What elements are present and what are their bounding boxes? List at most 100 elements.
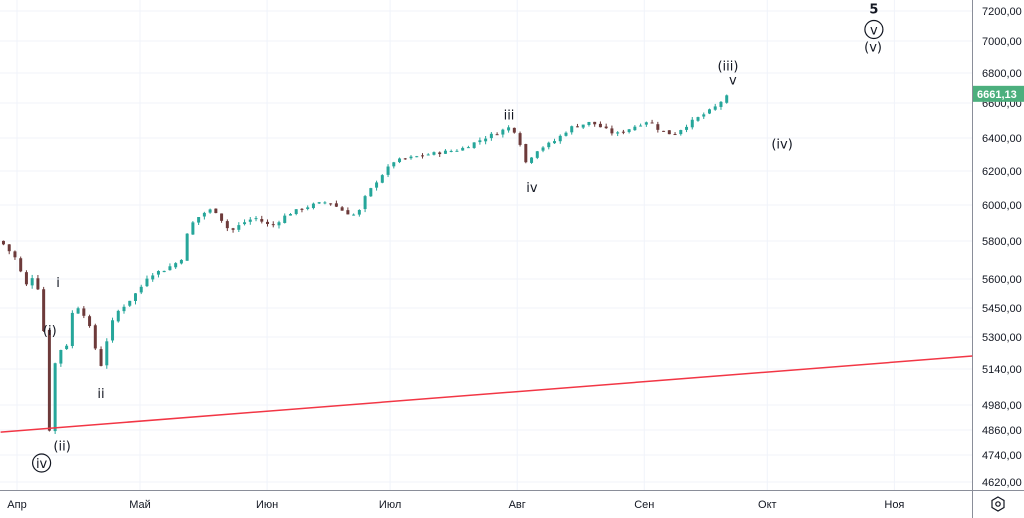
candle-body [685, 126, 689, 130]
price-tick-label: 6200,00 [982, 166, 1022, 178]
settings-button[interactable] [990, 496, 1006, 512]
candle-body [105, 341, 109, 366]
candle-body [311, 203, 315, 209]
candle-body [116, 310, 120, 322]
candle-body [409, 156, 413, 159]
candle-body [191, 222, 195, 235]
candle-body [707, 109, 711, 114]
candle-body [260, 219, 264, 222]
candle-body [426, 154, 430, 156]
time-tick-label: Июл [379, 499, 401, 511]
candle-body [128, 300, 132, 306]
candle-body [403, 158, 407, 160]
wave-label: i [56, 276, 60, 291]
candle-body [369, 188, 373, 197]
candle-body [122, 306, 126, 312]
candle-body [610, 128, 614, 134]
candle-body [179, 259, 183, 264]
candle-body [650, 122, 654, 124]
candle-body [225, 221, 229, 229]
candle-body [420, 155, 424, 157]
candle-body [248, 219, 252, 222]
candle-body [156, 271, 160, 275]
candle-body [461, 147, 465, 151]
candle-body [145, 278, 149, 287]
candle-body [443, 150, 447, 154]
candle-body [317, 202, 321, 204]
candle-body [616, 132, 620, 134]
price-tick-label: 5450,00 [982, 303, 1022, 315]
candle-body [220, 213, 224, 221]
candle-body [719, 101, 723, 107]
candle-body [1, 240, 5, 245]
candle-body [547, 142, 551, 148]
candle-body [30, 278, 34, 286]
price-tick-label: 5300,00 [982, 332, 1022, 344]
candle-body [472, 142, 476, 148]
candle-body [340, 207, 344, 211]
candle-body [644, 122, 648, 125]
candle-body [690, 119, 694, 128]
candle-body [202, 212, 206, 217]
candle-body [346, 210, 350, 215]
candle-body [484, 138, 488, 142]
candle-body [65, 345, 69, 350]
candle-body [581, 124, 585, 128]
candle-body [151, 275, 155, 280]
candle-body [667, 130, 671, 135]
wave-label: iii [504, 108, 515, 123]
candle-body [288, 214, 292, 216]
wave-label: (v) [864, 40, 882, 55]
candle-body [42, 289, 46, 332]
candle-body [564, 132, 568, 136]
candle-body [13, 251, 17, 258]
trendline [0, 355, 973, 433]
candle-body [70, 312, 74, 346]
time-tick-label: Май [129, 499, 151, 511]
last-price-tag [973, 85, 1024, 102]
candle-body [133, 293, 137, 301]
candle-body [380, 175, 384, 183]
candle-body [713, 106, 717, 110]
last-price-label: 6661,13 [977, 89, 1017, 101]
candle-body [633, 126, 637, 131]
candle-body [639, 125, 643, 127]
candle-body [541, 147, 545, 151]
candle-body [334, 203, 338, 207]
candle-body [111, 320, 115, 341]
time-tick-label: Апр [7, 499, 26, 511]
candle-body [593, 121, 597, 125]
candle-body [208, 209, 212, 213]
candle-body [696, 117, 700, 121]
time-tick-label: Ноя [884, 499, 904, 511]
candle-body [507, 127, 511, 131]
wave-label: (i) [43, 324, 57, 339]
price-tick-label: 4740,00 [982, 450, 1022, 462]
candle-body [621, 131, 625, 133]
candle-body [7, 244, 11, 252]
candle-body [478, 140, 482, 143]
candle-body [553, 141, 557, 144]
candle-body [518, 133, 522, 145]
candle-body [587, 121, 591, 125]
candle-body [570, 126, 574, 133]
price-tick-label: 7200,00 [982, 6, 1022, 18]
candle-body [82, 308, 86, 316]
candle-body [725, 95, 729, 103]
candle-body [174, 263, 178, 268]
candle-body [415, 156, 419, 158]
time-tick-label: Авг [509, 499, 526, 511]
candle-body [524, 144, 528, 163]
time-tick-label: Июн [256, 499, 278, 511]
price-tick-label: 5800,00 [982, 236, 1022, 248]
candle-body [24, 272, 28, 285]
candle-body [656, 124, 660, 130]
candle-body [352, 214, 356, 216]
candle-body [88, 316, 92, 327]
candle-body [598, 123, 602, 128]
candle-body [575, 126, 579, 128]
candle-body [530, 157, 534, 163]
wave-label-circle [31, 453, 52, 473]
candle-body [392, 162, 396, 167]
